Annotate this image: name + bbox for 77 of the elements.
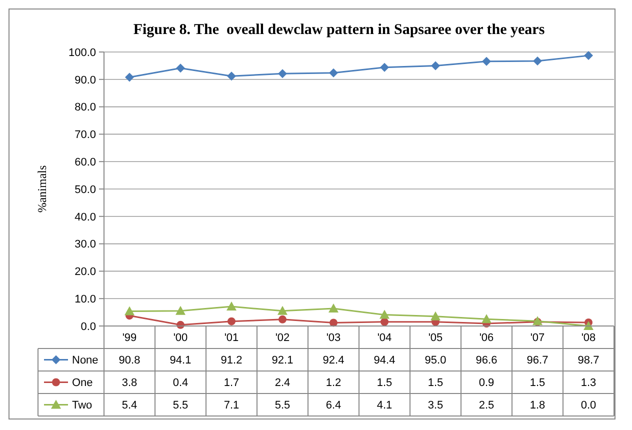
y-tick-label: 30.0 [74,238,96,251]
data-label: 96.7 [526,354,548,367]
point [430,311,440,320]
chart-title: Figure 8. The oveall dewclaw pattern in Sapsaree over the years [133,22,545,38]
y-axis-title: %animals [35,165,49,213]
data-label: 3.5 [428,400,444,412]
x-tick-label: '01 [224,332,239,344]
x-tick-label: '03 [326,332,341,344]
point [482,56,491,66]
data-label: 0.4 [172,377,188,390]
x-tick-label: '04 [377,332,392,344]
point [227,72,236,81]
x-tick-label: '06 [479,332,494,344]
data-label: 1.5 [428,377,444,390]
y-tick-label: 40.0 [74,211,96,224]
data-label: 96.6 [476,354,498,367]
y-tick-label: 60.0 [74,156,96,168]
data-label: 90.8 [118,354,140,367]
data-label: 5.5 [274,400,290,412]
y-tick-label: 80.0 [74,102,96,114]
data-label: 0.0 [580,400,596,412]
data-label: 0.9 [478,377,494,390]
point [329,68,338,78]
data-label: 2.4 [274,377,290,390]
point [176,64,185,73]
x-tick-label: '02 [275,332,290,344]
data-label: 91.2 [220,354,242,367]
data-label: 1.5 [530,377,546,390]
data-label: 1.2 [326,377,342,390]
x-tick-label: '08 [581,332,596,344]
data-label: 1.5 [376,377,392,390]
point [226,302,236,311]
y-tick-label: 50.0 [74,184,96,196]
data-label: 6.4 [326,400,342,412]
point [482,314,492,324]
data-label: 4.1 [376,400,392,412]
x-tick-label: '00 [173,332,188,344]
point [124,306,134,316]
data-label: 94.4 [374,354,396,367]
data-label: 1.7 [224,377,240,390]
x-tick-label: '07 [530,332,545,344]
data-label: 2.5 [478,400,494,412]
point [278,69,287,78]
point [278,306,288,315]
data-label: 1.3 [580,377,596,390]
point [380,62,389,72]
legend-label: Two [72,400,92,412]
data-label: 92.4 [322,354,344,367]
point [228,317,236,326]
data-label: 5.4 [122,400,138,412]
legend-label: None [72,354,98,367]
data-label: 3.8 [122,377,138,390]
y-tick-label: 90.0 [74,74,96,86]
y-tick-label: 70.0 [74,129,96,142]
x-tick-label: '05 [428,332,443,344]
point [533,56,542,66]
data-label: 95.0 [424,354,446,367]
point [125,72,134,82]
point [176,306,186,315]
data-label: 98.7 [578,354,600,367]
data-label: 92.1 [272,354,294,367]
data-label: 7.1 [224,400,240,412]
point [584,51,593,60]
point [380,310,390,319]
legend-label: One [72,377,93,390]
data-label: 5.5 [172,400,188,412]
y-tick-label: 20.0 [74,266,96,278]
point [431,61,440,70]
point [278,315,286,324]
y-tick-label: 0.0 [80,320,96,333]
point [380,318,388,326]
data-label: 1.8 [530,400,546,412]
y-tick-label: 100.0 [68,46,96,59]
x-tick-label: '99 [122,332,137,344]
point [328,303,338,312]
y-tick-label: 10.0 [74,293,96,306]
data-label: 94.1 [170,354,192,367]
